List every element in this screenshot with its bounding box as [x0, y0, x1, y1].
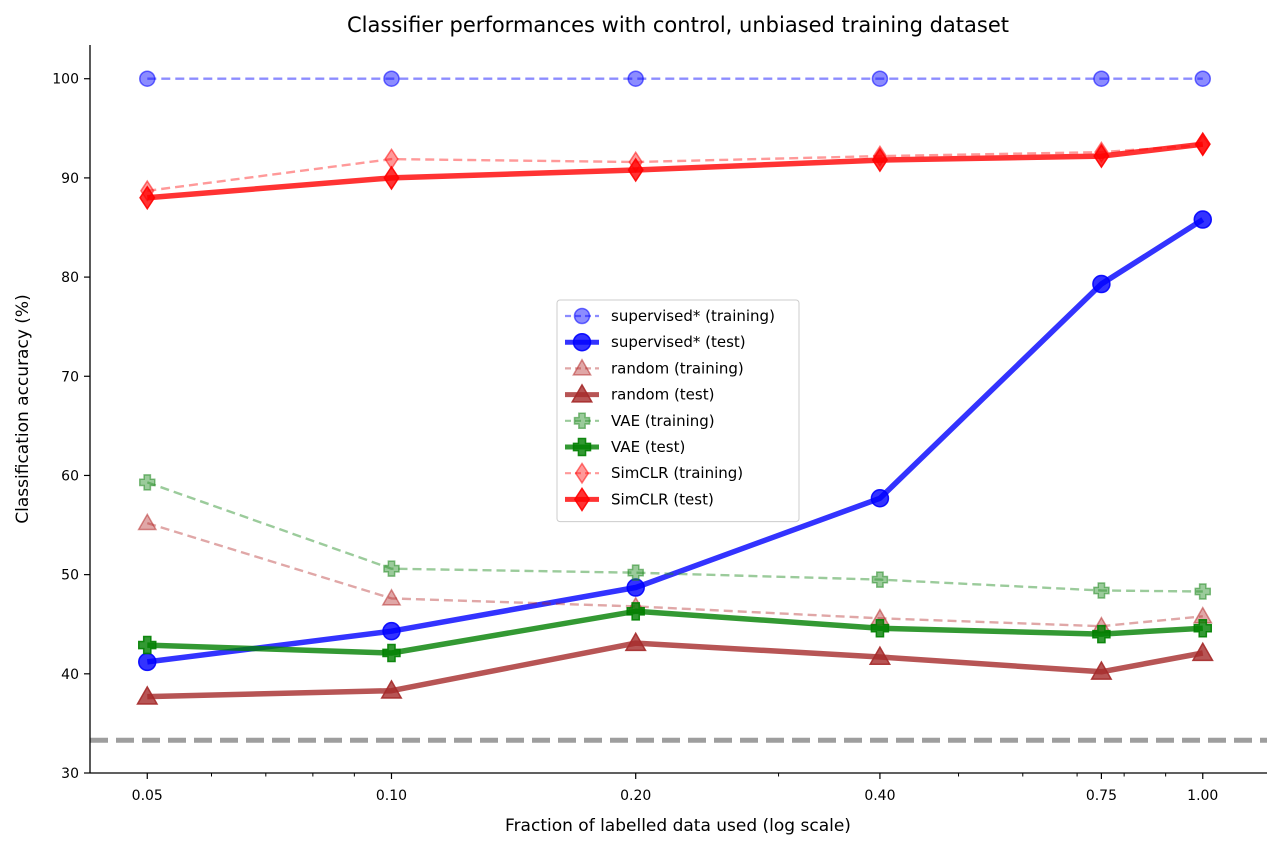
legend-item: SimCLR (training)	[565, 462, 743, 485]
series-random-test	[136, 631, 1214, 705]
data-point	[627, 157, 644, 183]
y-tick-label: 100	[52, 72, 79, 88]
legend-label: random (test)	[611, 386, 714, 404]
data-point	[136, 685, 159, 705]
y-tick-label: 60	[61, 468, 79, 484]
legend-label: VAE (test)	[611, 438, 685, 456]
series-line	[146, 217, 1205, 665]
series-line	[147, 141, 1204, 201]
legend-item: VAE (training)	[565, 412, 715, 430]
data-point	[626, 578, 645, 597]
legend-marker	[572, 358, 592, 376]
x-tick-label: 0.40	[864, 788, 895, 804]
data-point	[382, 621, 401, 641]
data-point	[382, 643, 401, 663]
y-tick-label: 30	[61, 766, 79, 782]
series-vae-training	[139, 474, 1212, 600]
legend-marker	[573, 412, 591, 430]
legend-marker	[570, 383, 594, 403]
x-tick-label: 0.10	[376, 788, 407, 804]
data-point	[1194, 70, 1212, 87]
series-supervised-test	[138, 210, 1213, 672]
legend: supervised* (training) supervised* (test)…	[556, 299, 800, 523]
legend-item: random (training)	[565, 358, 744, 377]
data-point	[381, 588, 402, 606]
data-point	[868, 645, 891, 666]
data-point	[383, 70, 400, 87]
data-point	[626, 602, 645, 621]
data-point	[1194, 131, 1211, 157]
legend-label: supervised* (test)	[611, 333, 746, 351]
y-axis-label: Classification accuracy (%)	[13, 294, 33, 523]
legend-item: SimCLR (test)	[565, 486, 714, 512]
data-point	[871, 70, 889, 87]
legend-label: VAE (training)	[611, 412, 715, 430]
data-point	[139, 185, 156, 211]
data-point	[1191, 641, 1214, 662]
data-point	[139, 70, 156, 87]
chart-title: Classifier performances with control, un…	[347, 13, 1009, 37]
data-point	[1092, 274, 1111, 294]
legend-marker	[572, 437, 592, 457]
legend-label: SimCLR (test)	[611, 490, 714, 508]
x-axis-label: Fraction of labelled data used (log scal…	[505, 816, 851, 836]
series-line	[147, 144, 1203, 192]
legend-box	[556, 299, 800, 523]
data-point	[138, 652, 157, 672]
y-tick-label: 40	[61, 667, 79, 683]
legend-item: supervised* (training)	[565, 307, 775, 325]
series-supervised-training	[139, 70, 1212, 87]
series-simclr-test	[139, 131, 1211, 211]
data-point	[1093, 143, 1110, 169]
data-point	[627, 564, 644, 581]
legend-label: SimCLR (training)	[611, 464, 743, 482]
data-point	[1193, 210, 1213, 229]
series-line	[147, 640, 1204, 700]
data-point	[871, 147, 889, 173]
y-tick-label: 70	[61, 369, 79, 385]
legend-marker	[572, 332, 592, 352]
legend-item: random (test)	[565, 383, 714, 404]
series-line	[146, 521, 1203, 628]
data-point	[871, 571, 889, 588]
data-point	[1090, 660, 1113, 680]
x-tick-label: 0.05	[132, 788, 163, 804]
series-line	[147, 608, 1203, 656]
x-tick-label: 1.00	[1187, 788, 1218, 804]
y-tick-label: 50	[61, 568, 79, 584]
data-point	[1194, 583, 1212, 600]
data-point	[137, 512, 158, 531]
data-point	[139, 474, 156, 491]
legend-item: supervised* (test)	[565, 332, 746, 352]
legend-item: VAE (test)	[565, 437, 685, 457]
legend-marker	[573, 486, 591, 512]
legend-label: supervised* (training)	[611, 307, 775, 325]
data-point	[380, 679, 403, 699]
data-point	[870, 618, 890, 638]
series-line	[146, 481, 1203, 593]
legend-label: random (training)	[611, 359, 744, 377]
y-tick-label: 80	[61, 270, 79, 286]
data-point	[1092, 624, 1111, 644]
data-point	[1193, 618, 1213, 638]
legend-marker	[574, 462, 590, 485]
series-vae-test	[138, 602, 1213, 663]
data-point	[627, 70, 644, 87]
x-tick-label: 0.75	[1086, 788, 1117, 804]
data-point	[870, 489, 890, 508]
data-point	[383, 165, 400, 191]
y-tick-label: 90	[61, 171, 79, 187]
data-point	[138, 635, 157, 655]
data-point	[383, 560, 400, 577]
data-point	[1093, 70, 1110, 87]
plot-area: 30 40 50 60 70 80 90 100 0.05 0.10 0.20 0.40 0.75 1.0…	[52, 45, 1267, 804]
x-tick-label: 0.20	[620, 788, 651, 804]
legend-marker	[573, 307, 591, 325]
data-point	[1093, 582, 1110, 599]
data-point	[624, 631, 647, 652]
